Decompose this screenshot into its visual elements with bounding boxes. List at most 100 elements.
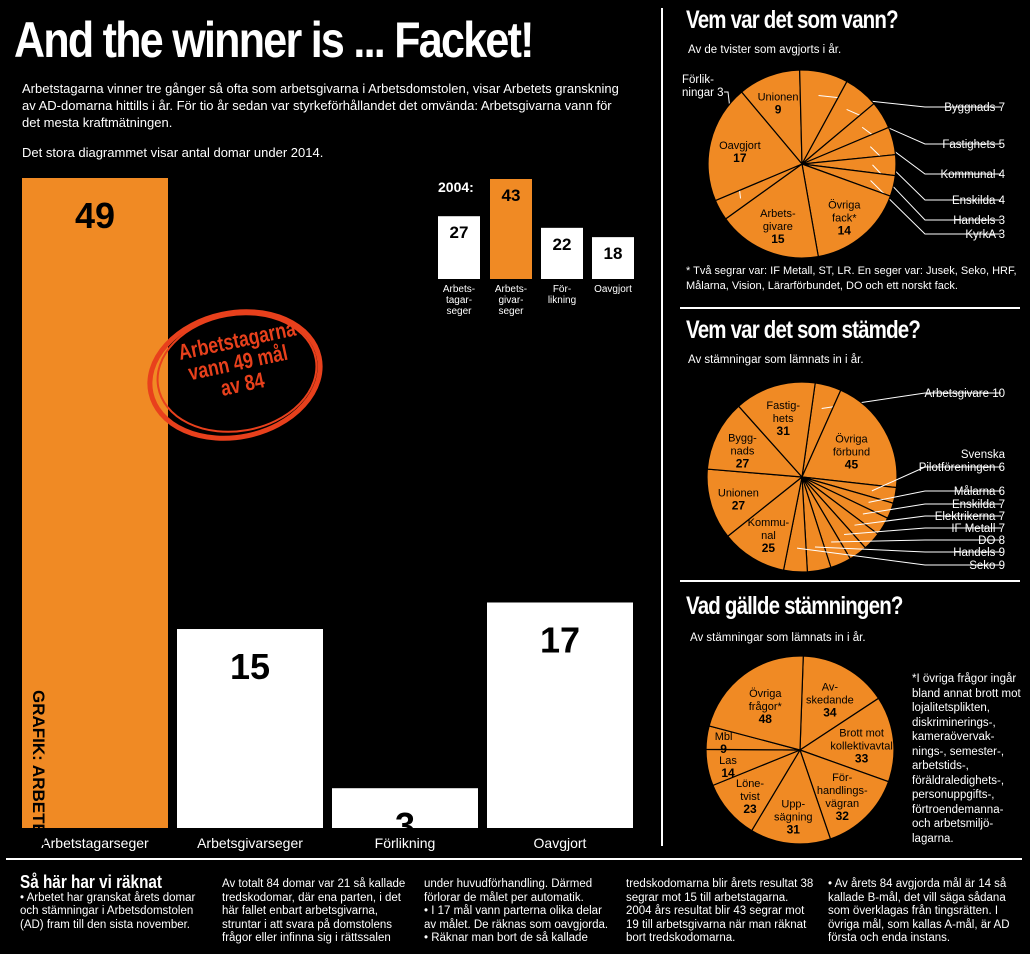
pie-topics-value-3: 31 — [787, 823, 801, 837]
bar-chart-2004: 2004: 27 Arbets-tagar-seger 43 Arbets-givar-… — [438, 179, 634, 317]
intro-paragraph: Arbetstagarna vinner tre gånger så ofta … — [22, 81, 619, 130]
divider-2 — [680, 580, 1020, 582]
graphic-credit: GRAFIK: ARBETET — [29, 690, 48, 846]
pie-plaintiffs-leader-6 — [844, 527, 1001, 535]
divider-1 — [680, 307, 1020, 309]
footer-col-3: under huvudförhandling. Därmed förlorar … — [424, 878, 609, 944]
main-bar-label-1: Arbetsgivarseger — [197, 835, 303, 851]
pie-plaintiffs-label-2: Svenska Pilotföreningen 6 — [919, 449, 1006, 474]
bar-2004-value-1: 43 — [502, 186, 521, 205]
pie-plaintiffs-label-10: Kommu-nal 25 — [748, 517, 790, 555]
footer-col-2: Av totalt 84 domar var 21 så kallade tre… — [222, 878, 406, 944]
pie-topics-label-2: För-handlings-vägran 32 — [817, 772, 868, 823]
footer-divider — [6, 858, 1022, 860]
pie-plaintiffs-label-12: Bygg-nads 27 — [728, 432, 757, 470]
main-bar-1 — [177, 629, 323, 828]
bar-2004-label-1: Arbets-givar-seger — [495, 284, 527, 317]
pie-plaintiffs-label-7: DO 8 — [978, 535, 1005, 547]
pie-topics-label-4: Löne-tvist 23 — [736, 778, 764, 816]
pie-plaintiffs-leader-7 — [831, 539, 1001, 543]
pie-plaintiffs-leader-3 — [868, 490, 1001, 503]
main-bar-0 — [22, 178, 168, 828]
main-bar-value-1: 15 — [230, 646, 270, 687]
pie-plaintiffs-slice-12 — [706, 405, 804, 478]
pie-topics-value-7: 48 — [759, 712, 773, 726]
pie-plaintiffs-label-9: Seko 9 — [969, 560, 1005, 572]
bar-2004-value-2: 22 — [553, 235, 572, 254]
pie-topics: Av-skedande 34 Brott mot kollektivavtal 33 Fö… — [705, 655, 895, 845]
pie-topics-value-1: 33 — [855, 752, 869, 766]
pie-topics-slice-1 — [798, 697, 895, 783]
pie-topics-slice-3 — [750, 748, 832, 845]
pie-winners-slice-8 — [724, 162, 820, 259]
pie-plaintiffs-value-12: 27 — [736, 456, 750, 470]
pie-topics-label-6: Mbl 9 — [715, 731, 733, 756]
pie-plaintiffs-label-5: Elektrikerna 7 — [935, 511, 1005, 523]
pie-winners-label-2: Fastighets 5 — [942, 139, 1005, 151]
pie-plaintiffs-label-13: Fastig-hets 31 — [766, 400, 800, 438]
pie-winners-label-10: Oavgjort 17 — [719, 140, 761, 165]
pie-plaintiffs-slice-10 — [726, 475, 803, 571]
footer-text-1: • Arbetet har granskat årets domar och s… — [20, 891, 196, 931]
pie-plaintiffs-leader-2 — [871, 466, 1001, 492]
pie-topics-title: Vad gällde stämningen? — [686, 592, 903, 620]
pie-topics-value-4: 23 — [743, 802, 757, 816]
pie-topics-value-5: 14 — [721, 766, 735, 780]
pie-topics-label-0: Av-skedande 34 — [806, 682, 854, 720]
pie-plaintiffs-slice-13 — [737, 381, 816, 479]
pie-winners-footnote: * Två segrar var: IF Metall, ST, LR. En … — [686, 265, 1017, 292]
pie-winners-label-5: Handels 3 — [953, 215, 1005, 227]
headline: And the winner is ... Facket! — [14, 12, 535, 68]
pie-topics-slice-7 — [708, 655, 804, 751]
pie-plaintiffs-title: Vem var det som stämde? — [686, 316, 921, 344]
pie-plaintiffs-slice-1 — [801, 389, 898, 489]
footer-title: Så här har vi räknat — [20, 872, 163, 892]
pie-plaintiffs-label-0: Arbetsgivare 10 — [924, 388, 1005, 400]
pie-topics-value-6: 9 — [720, 742, 727, 756]
pie-topics-value-2: 32 — [836, 809, 850, 823]
pie-plaintiffs-leader-5 — [854, 515, 1001, 526]
pie-plaintiffs-value-1: 45 — [845, 458, 859, 472]
pie-winners-subtitle: Av de tvister som avgjorts i år. — [688, 44, 842, 56]
pie-topics-subtitle: Av stämningar som lämnats in i år. — [690, 632, 866, 644]
pie-winners-label-6: KyrkA 3 — [965, 229, 1005, 241]
pie-winners-slice-7 — [801, 163, 892, 258]
pie-winners-label-9: Förlik-ningar 3 — [682, 74, 724, 99]
pie-winners-value-7: 14 — [838, 223, 852, 237]
main-bar-label-2: Förlikning — [375, 835, 436, 851]
main-bar-label-3: Oavgjort — [534, 835, 587, 851]
pie-topics-label-3: Upp-sägning 31 — [774, 799, 813, 837]
column-divider — [661, 8, 663, 846]
pie-plaintiffs-slice-11 — [706, 468, 804, 538]
bar-2004-1 — [490, 179, 532, 279]
pie-winners-value-8: 15 — [771, 232, 785, 246]
main-bar-label-0: Arbetstagarseger — [41, 835, 149, 851]
pie-winners-label-7: Övriga fack* 14 — [828, 199, 861, 237]
main-bar-3 — [487, 602, 633, 828]
pie-winners: Unionen 9 Byggnads 7 Fastighets 5 Kommunal 4… — [682, 69, 1006, 259]
pie-topics-slice-0 — [799, 655, 880, 752]
pie-winners-label-3: Kommunal 4 — [940, 169, 1005, 181]
bar-2004-value-3: 18 — [604, 244, 623, 263]
chart-2004-title: 2004: — [438, 179, 474, 195]
main-bar-chart: 49 Arbetstagarseger 15 Arbetsgivarseger 3För… — [22, 178, 633, 851]
main-bar-value-0: 49 — [75, 195, 115, 236]
footer-col-4: tredskodomarna blir årets resultat 38 se… — [626, 878, 814, 944]
footer-col-1: Så här har vi räknat • Arbetet har grans… — [20, 872, 210, 932]
bar-2004-2 — [541, 227, 583, 279]
pie-winners-slice-10 — [707, 91, 803, 202]
pie-topics-label-5: Las 14 — [719, 755, 737, 780]
pie-winners-label-1: Byggnads 7 — [944, 102, 1005, 114]
pie-winners-label-4: Enskilda 4 — [952, 195, 1006, 207]
pie-plaintiffs-label-4: Enskilda 7 — [952, 499, 1005, 511]
pie-topics-footnote: *I övriga frågor ingår bland annat brott… — [912, 673, 1021, 845]
main-bar-2 — [332, 788, 478, 828]
pie-topics-value-0: 34 — [823, 706, 837, 720]
bar-2004-value-0: 27 — [450, 223, 469, 242]
pie-winners-title: Vem var det som vann? — [686, 6, 899, 34]
bar-2004-label-0: Arbets-tagar-seger — [443, 284, 475, 317]
pie-winners-value-0: 9 — [775, 103, 782, 117]
pie-plaintiffs-label-6: IF Metall 7 — [951, 523, 1005, 535]
callout-circle — [147, 309, 323, 441]
main-bar-value-2: 3 — [395, 805, 415, 846]
